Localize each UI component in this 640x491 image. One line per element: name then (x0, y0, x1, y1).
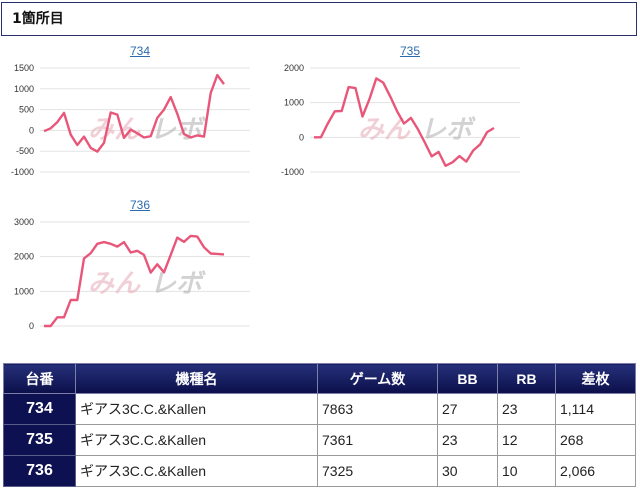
y-tick-label: 500 (19, 105, 34, 115)
coin-diff: 1,114 (555, 393, 636, 425)
machine-name: ギアス3C.C.&Kallen (75, 455, 318, 487)
table-row: 736 ギアス3C.C.&Kallen 7325 30 10 2,066 (3, 455, 636, 487)
chart-736: 736 3000 2000 1000 0 みん レボ (0, 198, 260, 338)
bb-count: 27 (437, 393, 498, 425)
game-count: 7361 (317, 424, 438, 456)
rb-count: 23 (497, 393, 556, 425)
col-header-games: ゲーム数 (317, 363, 438, 394)
rb-count: 10 (497, 455, 556, 487)
coin-diff: 2,066 (555, 455, 636, 487)
col-header-machine: 機種名 (75, 363, 318, 394)
section-header: 1箇所目 (1, 2, 637, 36)
game-count: 7863 (317, 393, 438, 425)
table-row: 734 ギアス3C.C.&Kallen 7863 27 23 1,114 (3, 393, 636, 425)
y-tick-label: -1000 (11, 167, 34, 177)
table-row: 735 ギアス3C.C.&Kallen 7361 23 12 268 (3, 424, 636, 456)
y-tick-label: 0 (29, 125, 34, 135)
y-tick-label: -500 (16, 146, 34, 156)
col-header-diff: 差枚 (555, 363, 636, 394)
machine-number: 734 (3, 393, 76, 425)
y-tick-label: 1000 (284, 98, 304, 108)
machine-name: ギアス3C.C.&Kallen (75, 424, 318, 456)
watermark-text: レボ (420, 115, 476, 145)
bb-count: 30 (437, 455, 498, 487)
y-tick-label: 0 (299, 132, 304, 142)
chart-735: 735 2000 1000 0 -1000 みん レボ (270, 44, 530, 184)
watermark-text: レボ (150, 269, 206, 299)
coin-diff: 268 (555, 424, 636, 456)
series-line (314, 77, 495, 168)
game-count: 7325 (317, 455, 438, 487)
machine-number: 736 (3, 455, 76, 487)
chart-title-link[interactable]: 735 (399, 44, 421, 58)
table-header-row: 台番 機種名 ゲーム数 BB RB 差枚 (3, 363, 636, 394)
bb-count: 23 (437, 424, 498, 456)
chart-734: 734 1500 1000 500 0 -500 -1000 みん レボ (0, 44, 260, 184)
chart-title-link[interactable]: 736 (129, 198, 151, 212)
section-title: 1箇所目 (12, 11, 64, 27)
y-tick-label: 1000 (14, 286, 34, 296)
machine-name: ギアス3C.C.&Kallen (75, 393, 318, 425)
y-tick-label: 1500 (14, 63, 34, 73)
y-tick-label: -1000 (281, 167, 304, 177)
y-tick-label: 2000 (284, 63, 304, 73)
y-tick-label: 0 (29, 321, 34, 331)
y-tick-label: 1000 (14, 84, 34, 94)
series-line (43, 73, 225, 153)
watermark-text: みん (88, 269, 141, 299)
machine-number: 735 (3, 424, 76, 456)
y-tick-label: 2000 (14, 252, 34, 262)
watermark-text: レボ (150, 115, 206, 145)
col-header-rb: RB (497, 363, 556, 394)
series-line (44, 234, 225, 328)
y-tick-label: 3000 (14, 217, 34, 227)
col-header-number: 台番 (3, 363, 76, 394)
chart-plot: 3000 2000 1000 0 みん レボ (14, 217, 250, 331)
rb-count: 12 (497, 424, 556, 456)
data-table: 台番 機種名 ゲーム数 BB RB 差枚 734 ギアス3C.C.&Kallen… (3, 363, 636, 487)
col-header-bb: BB (437, 363, 498, 394)
chart-title-link[interactable]: 734 (129, 44, 151, 58)
